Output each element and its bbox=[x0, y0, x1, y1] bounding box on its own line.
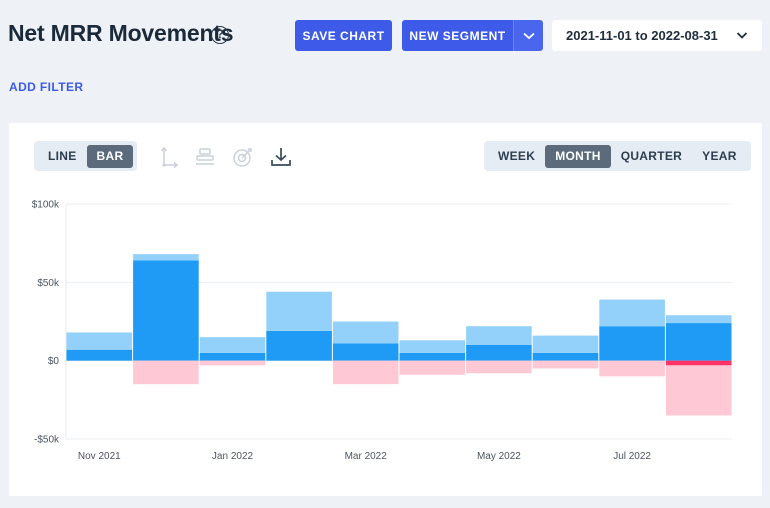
help-icon[interactable]: ? bbox=[211, 26, 229, 44]
axis-icon[interactable] bbox=[156, 145, 180, 169]
bar-segment bbox=[332, 360, 399, 385]
period-week[interactable]: WEEK bbox=[498, 149, 536, 163]
bar-segment bbox=[399, 340, 466, 353]
chevron-down-icon bbox=[522, 32, 535, 39]
period-month[interactable]: MONTH bbox=[545, 144, 611, 168]
bar-segment bbox=[66, 349, 133, 361]
bar-segment bbox=[332, 343, 399, 361]
bar-segment bbox=[133, 254, 199, 261]
bar-segment bbox=[532, 335, 599, 353]
bar-segment bbox=[532, 352, 599, 361]
period-quarter[interactable]: QUARTER bbox=[620, 149, 683, 163]
bar-segment bbox=[665, 323, 732, 361]
bar-segment bbox=[599, 299, 665, 327]
bar-segment bbox=[199, 352, 266, 361]
stack-icon[interactable] bbox=[193, 145, 217, 169]
bar-segment bbox=[399, 360, 466, 375]
bar-segment bbox=[665, 360, 732, 366]
bar-segment bbox=[266, 291, 332, 331]
bar-segment bbox=[532, 360, 599, 369]
y-tick-label: -$50k bbox=[34, 435, 60, 446]
bar-segment bbox=[599, 360, 665, 377]
bar-segment bbox=[466, 360, 532, 374]
bar-segment bbox=[199, 360, 266, 366]
bar-segment bbox=[133, 260, 199, 361]
bar-segment bbox=[133, 360, 199, 385]
period-toggle: WEEK MONTH QUARTER YEAR bbox=[484, 141, 751, 171]
chart-type-bar[interactable]: BAR bbox=[86, 144, 134, 168]
bar-segment bbox=[466, 326, 532, 345]
chart-type-toggle: LINE BAR bbox=[34, 141, 138, 171]
y-tick-label: $0 bbox=[48, 356, 60, 367]
add-filter-link[interactable]: ADD FILTER bbox=[9, 80, 84, 94]
save-chart-button[interactable]: SAVE CHART bbox=[295, 20, 392, 51]
y-tick-label: $50k bbox=[37, 278, 60, 289]
date-range-value: 2021-11-01 to 2022-08-31 bbox=[566, 28, 718, 43]
x-tick-label: Nov 2021 bbox=[78, 451, 121, 462]
date-range-picker[interactable]: 2021-11-01 to 2022-08-31 bbox=[552, 20, 762, 51]
x-tick-label: Mar 2022 bbox=[345, 451, 388, 462]
bar-segment bbox=[332, 321, 399, 344]
download-icon[interactable] bbox=[269, 145, 293, 169]
new-segment-dropdown-button[interactable] bbox=[513, 20, 543, 51]
page-title: Net MRR Movements bbox=[8, 20, 234, 46]
bar-segment bbox=[665, 315, 732, 324]
x-tick-label: Jul 2022 bbox=[613, 451, 651, 462]
target-icon[interactable] bbox=[231, 145, 255, 169]
bar-segment bbox=[199, 337, 266, 353]
bar-segment bbox=[599, 326, 665, 361]
period-year[interactable]: YEAR bbox=[702, 149, 737, 163]
x-tick-label: May 2022 bbox=[477, 451, 521, 462]
chevron-down-icon bbox=[736, 32, 748, 39]
bar-segment bbox=[466, 345, 532, 361]
y-tick-label: $100k bbox=[32, 200, 60, 211]
bar-segment bbox=[66, 332, 133, 350]
bar-segment bbox=[399, 352, 466, 361]
x-tick-label: Jan 2022 bbox=[212, 451, 254, 462]
chart-type-line[interactable]: LINE bbox=[48, 149, 77, 163]
bar-segment bbox=[266, 330, 332, 361]
bar-segment bbox=[665, 365, 732, 416]
new-segment-button[interactable]: NEW SEGMENT bbox=[402, 20, 513, 51]
